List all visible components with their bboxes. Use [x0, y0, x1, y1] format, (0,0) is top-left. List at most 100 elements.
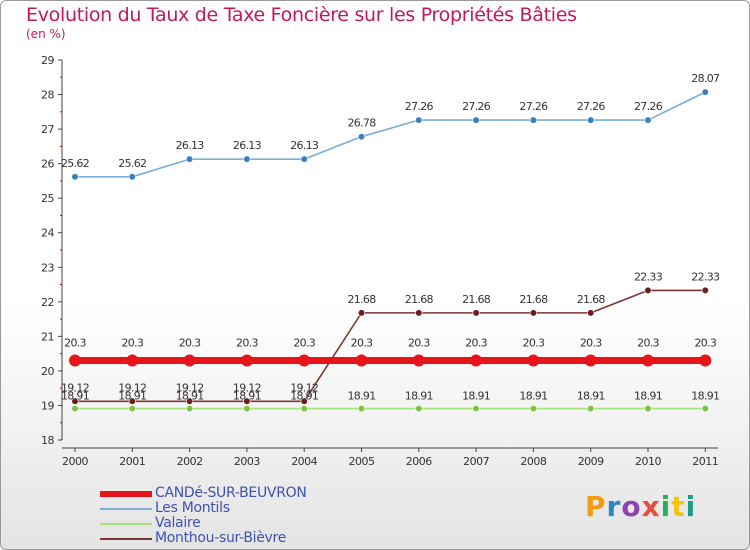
- x-tick-label: 2010: [635, 455, 661, 468]
- data-point: [243, 397, 251, 405]
- data-label: 20.3: [523, 337, 545, 350]
- x-tick-label: 2003: [234, 455, 260, 468]
- data-point: [701, 88, 709, 96]
- data-label: 22.33: [691, 270, 720, 283]
- data-label: 28.07: [691, 72, 720, 85]
- series-line: [75, 91, 706, 178]
- legend-swatch-valaire: [100, 523, 152, 525]
- x-tick-label: 2009: [578, 455, 604, 468]
- data-point: [128, 404, 136, 413]
- data-label: 18.91: [577, 390, 605, 403]
- data-label: 21.68: [519, 293, 548, 306]
- data-label: 27.26: [634, 100, 663, 113]
- data-point: [472, 404, 480, 413]
- data-label: 21.68: [348, 293, 377, 306]
- data-point: [415, 116, 423, 124]
- data-label: 20.3: [293, 337, 315, 350]
- data-label: 20.3: [580, 337, 602, 350]
- data-point: [128, 397, 136, 405]
- data-label: 18.91: [634, 390, 662, 403]
- data-label: 18.91: [118, 390, 146, 403]
- data-label: 18.91: [405, 390, 433, 403]
- data-label: 25.62: [61, 157, 89, 170]
- data-point: [587, 309, 595, 317]
- data-point: [357, 309, 366, 317]
- data-point: [357, 133, 366, 141]
- data-label: 21.68: [405, 293, 434, 306]
- data-label: 27.26: [462, 100, 491, 113]
- data-label: 21.68: [462, 293, 491, 306]
- data-point: [699, 354, 712, 367]
- legend-label-les-montils: Les Montils: [155, 500, 230, 516]
- logo-letter: r: [606, 490, 622, 523]
- data-point: [69, 354, 81, 367]
- data-point: [357, 404, 366, 413]
- data-point: [300, 397, 308, 405]
- data-label: 26.13: [233, 139, 262, 152]
- data-point: [587, 404, 595, 413]
- data-point: [415, 309, 423, 317]
- data-point: [415, 404, 423, 413]
- x-tick-label: 2000: [62, 455, 88, 468]
- legend-label-valaire: Valaire: [155, 515, 201, 531]
- data-point: [472, 116, 480, 124]
- data-label: 27.26: [577, 100, 606, 113]
- data-point: [186, 404, 194, 413]
- data-point: [355, 354, 368, 367]
- data-label: 20.3: [179, 337, 201, 350]
- data-point: [71, 397, 79, 405]
- data-point: [527, 354, 540, 367]
- data-label: 20.3: [121, 337, 143, 350]
- data-label: 27.26: [405, 100, 434, 113]
- legend-swatch-cande: [100, 491, 152, 497]
- data-point: [300, 404, 308, 413]
- data-point: [298, 354, 311, 367]
- y-tick-label: 19: [41, 399, 54, 412]
- data-point: [183, 354, 196, 367]
- data-label: 18.91: [290, 390, 318, 403]
- data-point: [300, 155, 308, 163]
- data-label: 19.12: [290, 381, 318, 394]
- logo-letter: i: [685, 490, 697, 523]
- data-label: 19.12: [176, 381, 204, 394]
- y-tick-label: 20: [41, 365, 54, 378]
- legend-swatch-monthou: [100, 538, 152, 540]
- legend-swatch-les-montils: [100, 508, 152, 510]
- data-label: 22.33: [634, 270, 663, 283]
- logo-letter: i: [660, 490, 672, 523]
- data-label: 19.12: [233, 381, 261, 394]
- data-label: 20.3: [465, 337, 487, 350]
- data-label: 20.3: [694, 337, 716, 350]
- data-point: [240, 354, 253, 367]
- logo-letter: x: [641, 490, 661, 523]
- data-label: 18.91: [691, 390, 719, 403]
- data-point: [529, 309, 538, 317]
- data-label: 20.3: [64, 337, 86, 350]
- data-point: [186, 155, 194, 163]
- x-tick-label: 2007: [463, 455, 489, 468]
- data-point: [243, 404, 251, 413]
- unit-label: (en %): [26, 27, 66, 41]
- proxiti-logo: Proxiti: [585, 490, 696, 523]
- y-tick-label: 18: [41, 434, 54, 447]
- data-label: 20.3: [408, 337, 430, 350]
- data-label: 20.3: [351, 337, 373, 350]
- data-label: 18.91: [462, 390, 490, 403]
- x-tick-label: 2008: [520, 455, 546, 468]
- x-tick-label: 2005: [349, 455, 375, 468]
- x-tick-label: 2002: [177, 455, 203, 468]
- data-label: 26.13: [176, 139, 205, 152]
- data-point: [128, 173, 136, 181]
- data-label: 18.91: [176, 390, 204, 403]
- x-tick-label: 2001: [119, 455, 145, 468]
- data-label: 20.3: [236, 337, 258, 350]
- logo-letter: P: [585, 490, 607, 523]
- x-tick-label: 2006: [406, 455, 432, 468]
- data-label: 18.91: [61, 390, 89, 403]
- data-label: 19.12: [118, 381, 146, 394]
- data-point: [71, 404, 79, 413]
- logo-letter: t: [671, 490, 686, 523]
- data-label: 18.91: [348, 390, 376, 403]
